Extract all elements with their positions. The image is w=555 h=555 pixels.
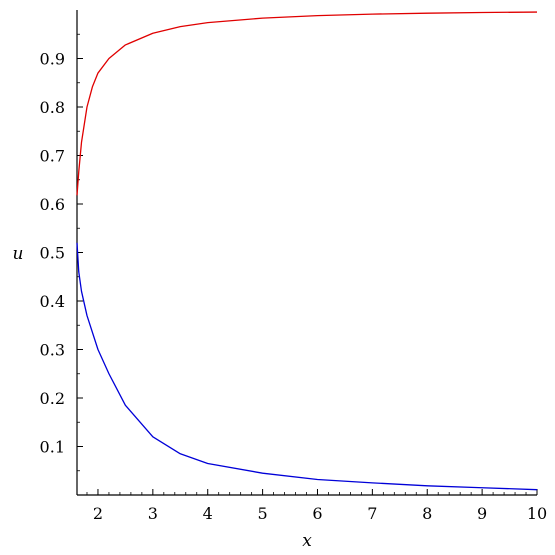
series-line-1 — [76, 11, 538, 196]
axes: 2 3 4 5 6 7 8 9 10 0.1 0.2 0.3 0.4 0.5 0.6 0.7 0.8 0.9 — [40, 10, 547, 523]
y-tick-label: 0.7 — [40, 147, 65, 166]
x-tick-label: 5 — [258, 504, 268, 523]
x-tick-label: 4 — [203, 504, 213, 523]
x-axis-label: x — [302, 531, 312, 551]
x-tick-label: 6 — [312, 504, 322, 523]
y-tick-label: 0.9 — [40, 50, 65, 69]
y-tick-label: 0.8 — [40, 98, 65, 117]
y-axis-label: u — [13, 244, 24, 264]
x-tick-label: 3 — [148, 504, 158, 523]
x-tick-label: 10 — [527, 504, 547, 523]
x-tick-label: 2 — [93, 504, 103, 523]
x-tick-label: 8 — [422, 504, 432, 523]
series-layer — [76, 11, 538, 491]
y-tick-label: 0.2 — [40, 389, 65, 408]
y-tick-label: 0.6 — [40, 195, 65, 214]
y-tick-label: 0.4 — [40, 292, 65, 311]
y-tick-label: 0.3 — [40, 341, 65, 360]
y-tick-label: 0.1 — [40, 438, 65, 457]
y-tick-label: 0.5 — [40, 244, 65, 263]
x-tick-label: 7 — [367, 504, 377, 523]
series-line-2 — [76, 242, 538, 491]
x-tick-label: 9 — [477, 504, 487, 523]
